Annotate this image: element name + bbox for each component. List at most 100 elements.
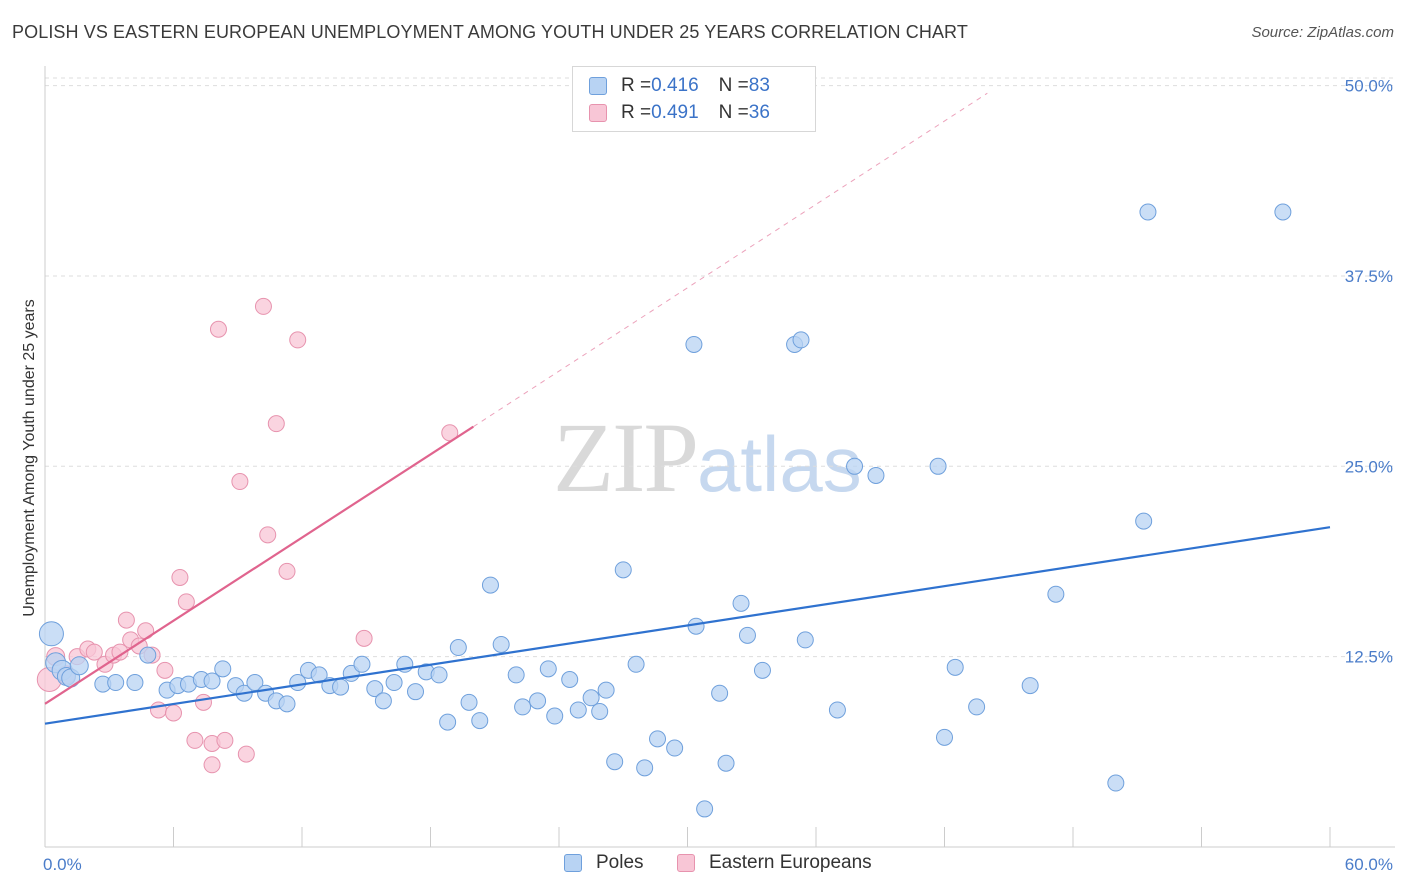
legend-item-eastern-europeans[interactable]: Eastern Europeans	[677, 852, 872, 874]
poles-point	[1021, 677, 1039, 695]
series-legend: Poles Eastern Europeans	[0, 852, 1406, 878]
axis-layer	[44, 66, 1395, 848]
eastern-europeans-points	[36, 297, 459, 774]
poles-point	[711, 684, 729, 702]
poles-point	[332, 678, 350, 696]
eastern-europeans-point	[209, 320, 227, 338]
poles-point	[514, 698, 532, 716]
poles-point	[460, 693, 478, 711]
legend-item-label: Eastern Europeans	[709, 852, 872, 873]
poles-point	[796, 631, 814, 649]
poles-point	[946, 658, 964, 676]
poles-point	[792, 331, 810, 349]
grid-layer	[45, 77, 1395, 658]
poles-point	[529, 692, 547, 710]
source-label: Source: ZipAtlas.com	[1251, 24, 1394, 41]
legend-n-value: 83	[748, 75, 770, 96]
poles-point	[561, 670, 579, 688]
eastern-europeans-point	[237, 745, 255, 763]
poles-point	[214, 660, 232, 678]
poles-point	[366, 680, 384, 698]
poles-point	[968, 698, 986, 716]
poles-point	[38, 621, 64, 647]
poles-point	[582, 689, 600, 707]
poles-point	[1107, 774, 1125, 792]
poles-point	[687, 617, 705, 635]
eastern-europeans-point	[165, 704, 182, 722]
legend-item-poles[interactable]: Poles	[564, 852, 644, 874]
tick-layer: 12.5% 25.0% 37.5% 50.0% 0.0% 60.0%	[43, 77, 1393, 874]
poles-point	[717, 754, 735, 772]
poles-point	[696, 800, 714, 818]
eastern-europeans-point	[267, 415, 285, 433]
eastern-europeans-point	[194, 693, 212, 711]
poles-point	[69, 656, 89, 676]
poles-point	[310, 666, 328, 684]
y-tick-label: 50.0%	[1345, 77, 1393, 96]
poles-point	[481, 576, 499, 594]
poles-swatch	[589, 77, 607, 95]
y-tick-label: 12.5%	[1345, 648, 1393, 667]
eastern-europeans-trend-line	[44, 425, 474, 705]
eastern-europeans-point	[156, 661, 174, 679]
poles-point	[374, 692, 392, 710]
poles-point	[385, 674, 403, 692]
poles-point	[539, 660, 557, 678]
poles-point	[407, 683, 425, 701]
poles-point	[449, 639, 467, 657]
legend-r-label: R =	[621, 75, 652, 96]
x-tick-label-min: 0.0%	[43, 855, 82, 874]
y-tick-label: 25.0%	[1345, 457, 1393, 476]
legend-n-label: N =	[718, 75, 749, 96]
eastern-europeans-point	[216, 731, 234, 749]
poles-point	[1139, 203, 1157, 221]
poles-point	[546, 707, 564, 725]
poles-point	[738, 626, 756, 644]
poles-point	[649, 730, 667, 748]
poles-point	[492, 635, 510, 653]
eastern-europeans-point	[231, 473, 249, 491]
legend-r-value: 0.416	[651, 75, 699, 96]
chart-title: POLISH VS EASTERN EUROPEAN UNEMPLOYMENT …	[12, 22, 968, 42]
watermark-atlas: atlas	[697, 420, 862, 508]
y-tick-label: 37.5%	[1345, 267, 1393, 286]
poles-point	[107, 674, 125, 692]
poles-point	[846, 457, 864, 475]
poles-point	[606, 753, 624, 771]
poles-point	[867, 466, 885, 484]
eastern-europeans-trend-extension	[473, 92, 988, 428]
poles-point	[471, 712, 489, 730]
poles-point	[1274, 203, 1292, 221]
poles-point	[1135, 512, 1153, 530]
eastern-europeans-point	[171, 568, 189, 586]
x-tick-label-max: 60.0%	[1345, 855, 1393, 874]
eastern-europeans-point	[186, 731, 204, 749]
watermark: ZIPatlas	[553, 400, 862, 515]
eastern-europeans-point	[355, 629, 373, 647]
correlation-legend: R = 0.416 N = 83 R = 0.491 N = 36	[572, 66, 816, 132]
eastern-europeans-swatch	[677, 854, 695, 872]
trend-layer	[44, 92, 1331, 725]
eastern-europeans-point	[177, 593, 195, 611]
eastern-europeans-point	[289, 331, 307, 349]
poles-point	[139, 646, 157, 664]
legend-n-label: N =	[718, 102, 749, 123]
poles-point	[278, 695, 296, 713]
legend-row-poles: R = 0.416 N = 83	[589, 74, 770, 98]
poles-point	[353, 655, 371, 673]
poles-point	[507, 666, 525, 684]
eastern-europeans-point	[203, 756, 221, 774]
eastern-europeans-swatch	[589, 104, 607, 122]
poles-swatch	[564, 854, 582, 872]
poles-point	[203, 672, 221, 690]
poles-point	[636, 759, 654, 777]
poles-point	[936, 728, 953, 746]
poles-point	[828, 701, 846, 719]
poles-point	[430, 666, 448, 684]
legend-n-value: 36	[748, 102, 770, 123]
poles-point	[685, 335, 703, 353]
poles-point	[627, 655, 645, 673]
watermark-zip: ZIP	[553, 402, 699, 513]
eastern-europeans-point	[254, 297, 272, 315]
